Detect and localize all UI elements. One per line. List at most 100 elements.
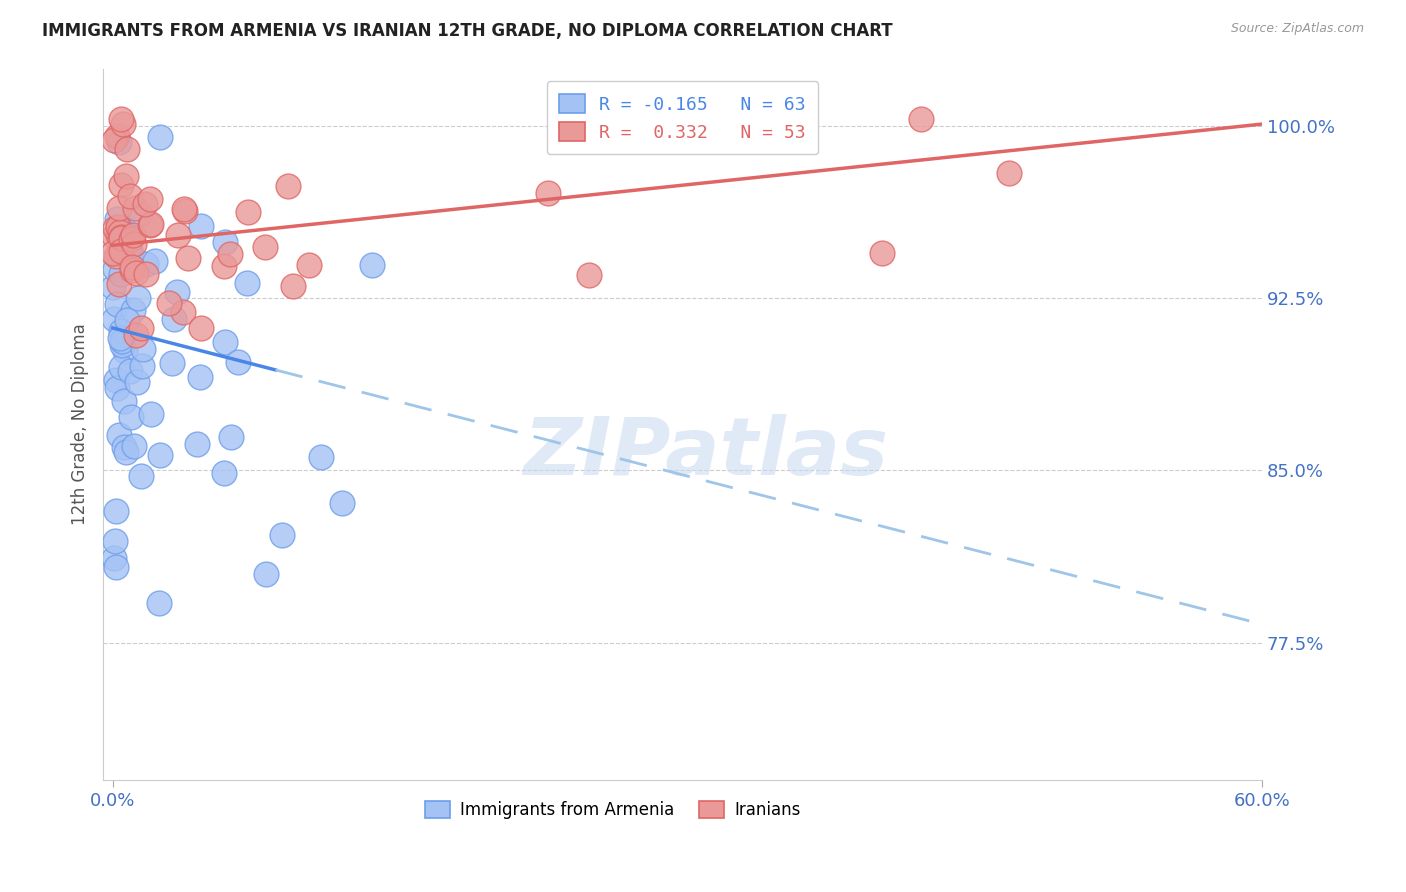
Text: Source: ZipAtlas.com: Source: ZipAtlas.com [1230, 22, 1364, 36]
Point [111, 338, 134, 352]
Point [298, 258, 321, 272]
Point [236, 204, 259, 219]
Point [361, 258, 384, 272]
Point [271, 528, 294, 542]
Point [127, 291, 149, 305]
Point [173, 202, 195, 216]
Legend: Immigrants from Armenia, Iranians: Immigrants from Armenia, Iranians [419, 794, 807, 825]
Point [578, 268, 600, 283]
Point [111, 334, 134, 349]
Point [190, 219, 212, 233]
Point [108, 331, 131, 345]
Point [135, 257, 157, 271]
Point [121, 260, 143, 274]
Point [190, 321, 212, 335]
Point [103, 133, 125, 147]
Point [131, 342, 153, 356]
Point [103, 261, 125, 276]
Point [110, 359, 132, 374]
Point [254, 566, 277, 581]
Point [128, 207, 150, 221]
Point [103, 279, 125, 293]
Point [104, 503, 127, 517]
Point [110, 112, 132, 126]
Point [226, 354, 249, 368]
Point [107, 277, 129, 291]
Text: ZIPatlas: ZIPatlas [523, 414, 889, 491]
Point [127, 375, 149, 389]
Point [105, 249, 128, 263]
Point [110, 268, 132, 282]
Point [870, 246, 893, 260]
Point [114, 344, 136, 359]
Point [166, 285, 188, 299]
Point [110, 325, 132, 339]
Point [115, 228, 138, 243]
Point [104, 560, 127, 574]
Point [107, 220, 129, 235]
Point [139, 192, 162, 206]
Point [115, 169, 138, 183]
Point [108, 202, 131, 216]
Point [998, 166, 1021, 180]
Point [149, 130, 172, 145]
Point [112, 440, 135, 454]
Point [277, 179, 299, 194]
Point [157, 295, 180, 310]
Point [108, 428, 131, 442]
Point [139, 217, 162, 231]
Point [124, 201, 146, 215]
Point [139, 218, 162, 232]
Point [103, 550, 125, 565]
Point [253, 240, 276, 254]
Point [120, 410, 142, 425]
Point [118, 364, 141, 378]
Point [124, 327, 146, 342]
Point [283, 279, 305, 293]
Point [117, 244, 139, 258]
Point [125, 266, 148, 280]
Point [910, 112, 932, 126]
Point [101, 246, 124, 260]
Point [148, 596, 170, 610]
Point [134, 197, 156, 211]
Point [110, 178, 132, 193]
Point [188, 369, 211, 384]
Y-axis label: 12th Grade, No Diploma: 12th Grade, No Diploma [72, 324, 89, 525]
Point [110, 230, 132, 244]
Point [186, 437, 208, 451]
Point [129, 469, 152, 483]
Point [219, 247, 242, 261]
Point [104, 533, 127, 548]
Point [110, 231, 132, 245]
Point [330, 496, 353, 510]
Point [173, 203, 195, 218]
Point [214, 235, 236, 249]
Point [104, 221, 127, 235]
Point [160, 356, 183, 370]
Point [212, 466, 235, 480]
Point [537, 186, 560, 200]
Point [120, 243, 142, 257]
Point [129, 321, 152, 335]
Point [122, 228, 145, 243]
Point [122, 439, 145, 453]
Point [236, 276, 259, 290]
Point [221, 430, 243, 444]
Point [139, 407, 162, 421]
Point [122, 236, 145, 251]
Point [121, 263, 143, 277]
Point [162, 311, 184, 326]
Point [105, 373, 128, 387]
Point [108, 136, 131, 150]
Point [111, 117, 134, 131]
Point [115, 445, 138, 459]
Point [149, 448, 172, 462]
Point [112, 394, 135, 409]
Point [107, 246, 129, 260]
Point [214, 334, 236, 349]
Point [167, 227, 190, 242]
Point [122, 302, 145, 317]
Point [118, 189, 141, 203]
Point [105, 212, 128, 227]
